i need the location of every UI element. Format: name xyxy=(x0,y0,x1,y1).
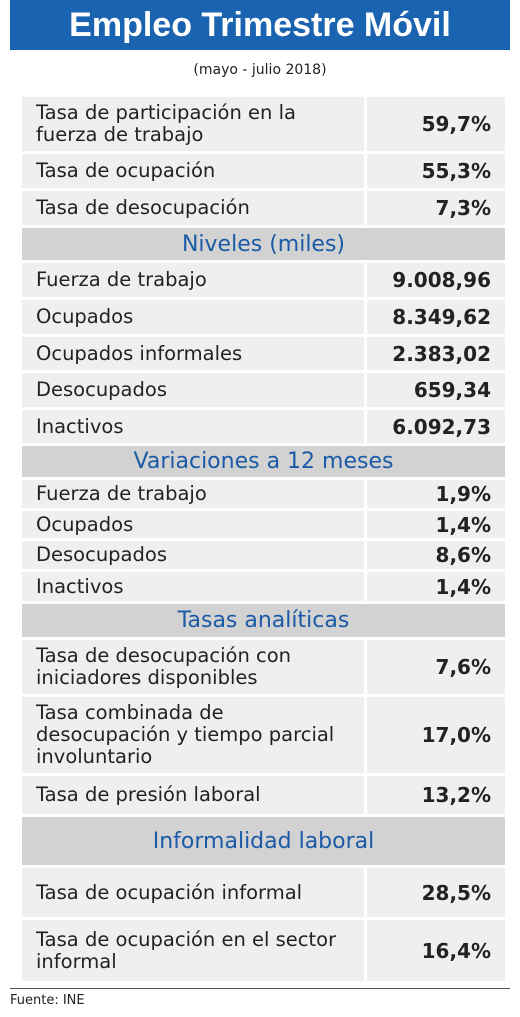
row-value: 59,7% xyxy=(421,112,491,136)
table-row: Tasa de desocupación con iniciadores dis… xyxy=(22,640,505,697)
section-heading: Tasas analíticas xyxy=(22,604,505,640)
table-row: Inactivos 6.092,73 xyxy=(22,410,505,446)
row-label: Ocupados xyxy=(22,300,367,334)
section-heading: Niveles (miles) xyxy=(22,228,505,263)
row-value: 13,2% xyxy=(421,783,491,807)
section-heading: Informalidad laboral xyxy=(22,817,505,868)
row-value: 8.349,62 xyxy=(392,305,491,329)
row-label: Ocupados xyxy=(22,511,367,538)
row-value: 16,4% xyxy=(421,938,491,963)
table-row: Tasa de ocupación informal 28,5% xyxy=(22,868,505,920)
row-value: 55,3% xyxy=(421,159,491,183)
table-row: Desocupados 659,34 xyxy=(22,373,505,410)
row-value: 2.383,02 xyxy=(392,341,491,366)
table-row: Ocupados 8.349,62 xyxy=(22,300,505,337)
row-label: Ocupados informales xyxy=(22,337,367,370)
table-row: Tasa de participación en la fuerza de tr… xyxy=(22,97,505,154)
table-row: Ocupados informales 2.383,02 xyxy=(22,337,505,373)
row-label: Fuerza de trabajo xyxy=(22,263,367,297)
row-value: 1,4% xyxy=(435,512,491,537)
table-row: Fuerza de trabajo 9.008,96 xyxy=(22,263,505,300)
table-row: Fuerza de trabajo 1,9% xyxy=(22,480,505,511)
row-label: Tasa combinada de desocupación y tiempo … xyxy=(22,697,367,773)
row-label: Fuerza de trabajo xyxy=(22,480,367,508)
table-row: Tasa de ocupación en el sector informal 1… xyxy=(22,920,505,984)
row-value: 8,6% xyxy=(435,543,491,567)
table-row: Tasa de presión laboral 13,2% xyxy=(22,776,505,817)
table-row: Tasa de desocupación 7,3% xyxy=(22,191,505,228)
rule xyxy=(10,988,510,989)
row-label: Inactivos xyxy=(22,410,367,443)
subtitle: (mayo - julio 2018) xyxy=(193,62,327,78)
table-row: Tasa combinada de desocupación y tiempo … xyxy=(22,697,505,776)
row-value: 9.008,96 xyxy=(392,268,491,292)
row-label: Tasa de presión laboral xyxy=(22,776,367,814)
row-value: 28,5% xyxy=(421,880,491,905)
row-label: Tasa de ocupación en el sector informal xyxy=(22,920,367,981)
row-value: 6.092,73 xyxy=(392,414,491,439)
row-value: 7,6% xyxy=(435,655,491,679)
row-label: Desocupados xyxy=(22,541,367,569)
row-value: 7,3% xyxy=(435,196,491,220)
row-value: 1,9% xyxy=(435,482,491,506)
section-heading: Variaciones a 12 meses xyxy=(22,446,505,480)
row-value: 659,34 xyxy=(413,378,491,402)
row-value: 1,4% xyxy=(435,574,491,599)
row-label: Desocupados xyxy=(22,373,367,407)
row-value: 17,0% xyxy=(421,723,491,747)
row-label: Tasa de desocupación con iniciadores dis… xyxy=(22,640,367,694)
table-row: Tasa de ocupación 55,3% xyxy=(22,154,505,191)
row-label: Inactivos xyxy=(22,572,367,601)
row-label: Tasa de ocupación informal xyxy=(22,868,367,917)
table-row: Inactivos 1,4% xyxy=(22,572,505,604)
source: Fuente: INE xyxy=(10,993,85,1008)
table: Tasa de participación en la fuerza de tr… xyxy=(22,97,505,984)
row-label: Tasa de participación en la fuerza de tr… xyxy=(22,97,367,151)
table-row: Desocupados 8,6% xyxy=(22,541,505,572)
title: Empleo Trimestre Móvil xyxy=(10,0,510,50)
table-row: Ocupados 1,4% xyxy=(22,511,505,541)
row-label: Tasa de desocupación xyxy=(22,191,367,225)
row-label: Tasa de ocupación xyxy=(22,154,367,188)
